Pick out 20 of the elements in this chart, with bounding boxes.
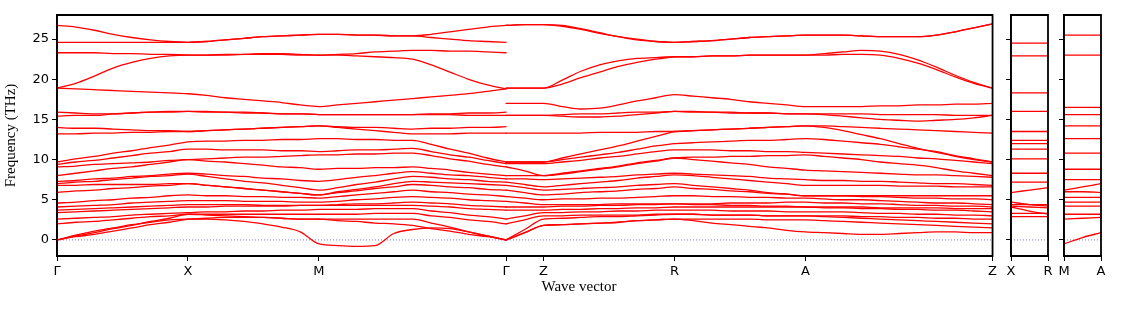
x-tick-label: R: [669, 263, 679, 279]
x-tick-label: Z: [988, 263, 998, 279]
x-tick-label: M: [313, 263, 325, 279]
x-tick-label: X: [183, 263, 193, 279]
x-tick-label: R: [1043, 263, 1053, 279]
y-tick-label: 25: [32, 30, 49, 46]
y-tick-label: 10: [32, 150, 49, 166]
x-tick-label: X: [1006, 263, 1016, 279]
x-axis-title: Wave vector: [540, 278, 618, 295]
x-tick-label: Γ: [53, 263, 62, 279]
y-tick-label: 0: [40, 231, 49, 247]
x-tick-label: M: [1058, 263, 1070, 279]
x-tick-label: A: [1096, 263, 1106, 279]
x-tick-label: Γ: [502, 263, 511, 279]
y-axis-title: Frequency (THz): [1, 83, 19, 188]
x-tick-label: Z: [539, 263, 549, 279]
y-tick-label: 20: [32, 70, 49, 86]
y-tick-label: 5: [40, 191, 49, 207]
y-tick-label: 15: [32, 110, 49, 126]
x-tick-label: A: [800, 263, 810, 279]
